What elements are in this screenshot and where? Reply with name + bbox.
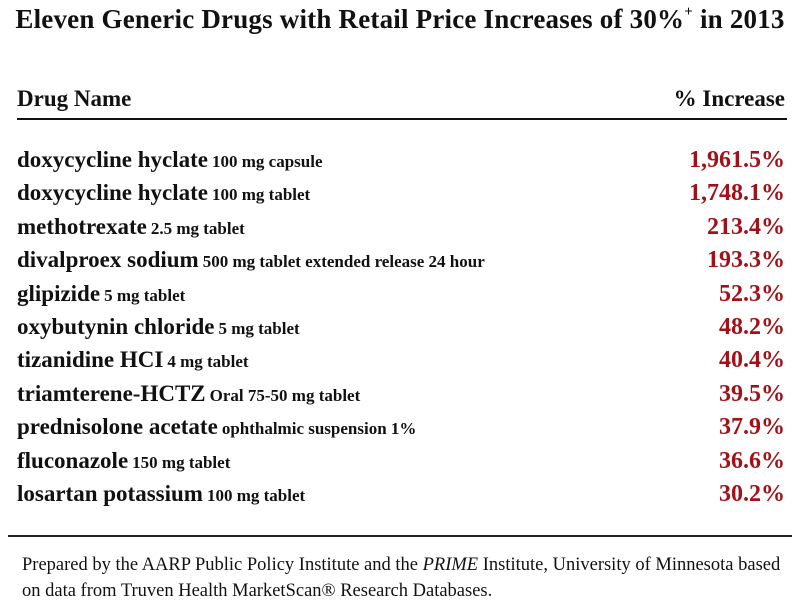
drug-detail: Oral 75-50 mg tablet (209, 385, 361, 405)
title-superscript: + (684, 4, 693, 20)
drug-name: triamterene-HCTZ (17, 380, 206, 406)
drug-detail: 5 mg tablet (218, 318, 300, 338)
table-row: prednisolone acetate ophthalmic suspensio… (17, 414, 787, 447)
percent-increase: 37.9% (719, 414, 785, 441)
header-percent-increase: % Increase (673, 86, 785, 111)
drug-detail: 100 mg tablet (212, 185, 311, 205)
title-main: Eleven Generic Drugs with Retail Price I… (15, 4, 685, 34)
percent-increase: 1,961.5% (689, 147, 785, 173)
drug-cell: triamterene-HCTZ Oral 75-50 mg tablet (17, 381, 360, 407)
source-note: Prepared by the AARP Public Policy Insti… (22, 552, 792, 604)
percent-increase: 1,748.1% (689, 180, 785, 207)
table-row: doxycycline hyclate 100 mg capsule 1,961.5… (17, 147, 787, 180)
percent-increase: 36.6% (719, 447, 785, 474)
drug-cell: losartan potassium 100 mg tablet (17, 481, 305, 507)
drug-cell: glipizide 5 mg tablet (17, 281, 185, 307)
drug-cell: tizanidine HCI 4 mg tablet (17, 347, 249, 373)
drug-cell: prednisolone acetate ophthalmic suspensio… (17, 414, 416, 440)
percent-increase: 48.2% (719, 313, 785, 340)
table-row: divalproex sodium 500 mg tablet extended … (17, 247, 787, 280)
drug-detail: 500 mg tablet extended release 24 hour (202, 252, 485, 272)
percent-increase: 40.4% (719, 347, 785, 374)
table-row: losartan potassium 100 mg tablet 30.2% (17, 481, 787, 514)
table-row: doxycycline hyclate 100 mg tablet 1,748.1% (17, 180, 787, 213)
drug-detail: 2.5 mg tablet (150, 218, 245, 238)
drug-detail: 5 mg tablet (104, 285, 186, 305)
table-row: methotrexate 2.5 mg tablet 213.4% (17, 214, 787, 247)
drug-name: doxycycline hyclate (17, 180, 208, 206)
drug-name: divalproex sodium (17, 247, 199, 273)
drug-cell: divalproex sodium 500 mg tablet extended … (17, 247, 485, 273)
drug-detail: ophthalmic suspension 1% (221, 419, 417, 439)
drug-cell: doxycycline hyclate 100 mg capsule (17, 147, 323, 173)
drug-cell: doxycycline hyclate 100 mg tablet (17, 180, 310, 206)
drug-name: tizanidine HCI (17, 347, 164, 373)
source-note-part1: Prepared by the AARP Public Policy Insti… (22, 555, 423, 575)
chart-title: Eleven Generic Drugs with Retail Price I… (0, 4, 800, 35)
percent-increase: 39.5% (719, 380, 785, 407)
footer-divider (8, 535, 792, 537)
header-drug-name: Drug Name (17, 86, 132, 111)
drug-detail: 100 mg tablet (206, 485, 306, 505)
drug-name: methotrexate (17, 213, 147, 239)
drug-detail: 150 mg tablet (132, 452, 231, 472)
percent-increase: 193.3% (707, 247, 785, 274)
percent-increase: 52.3% (719, 280, 785, 307)
source-note-part2: Institute, University of Minnesota based… (22, 555, 781, 601)
drug-detail: 4 mg tablet (167, 352, 249, 372)
drug-cell: methotrexate 2.5 mg tablet (17, 214, 245, 240)
table-row: glipizide 5 mg tablet 52.3% (17, 281, 787, 314)
title-suffix: in 2013 (693, 4, 785, 34)
drug-name: losartan potassium (17, 480, 203, 506)
table-header: Drug Name % Increase (17, 86, 787, 120)
drug-cell: oxybutynin chloride 5 mg tablet (17, 314, 300, 340)
percent-increase: 213.4% (707, 213, 785, 240)
drug-name: oxybutynin chloride (17, 313, 215, 339)
table-row: fluconazole 150 mg tablet 36.6% (17, 448, 787, 481)
drug-name: glipizide (17, 280, 101, 306)
drug-table-body: doxycycline hyclate 100 mg capsule 1,961.5… (17, 147, 787, 514)
drug-detail: 100 mg capsule (212, 152, 323, 171)
table-row: tizanidine HCI 4 mg tablet 40.4% (17, 347, 787, 380)
table-row: triamterene-HCTZ Oral 75-50 mg tablet 39.5… (17, 381, 787, 414)
drug-name: fluconazole (17, 447, 129, 473)
table-row: oxybutynin chloride 5 mg tablet 48.2% (17, 314, 787, 347)
source-note-italic: PRIME (422, 555, 479, 575)
drug-name: prednisolone acetate (17, 414, 218, 440)
drug-name: doxycycline hyclate (17, 147, 208, 172)
percent-increase: 30.2% (719, 480, 785, 507)
drug-cell: fluconazole 150 mg tablet (17, 448, 230, 474)
